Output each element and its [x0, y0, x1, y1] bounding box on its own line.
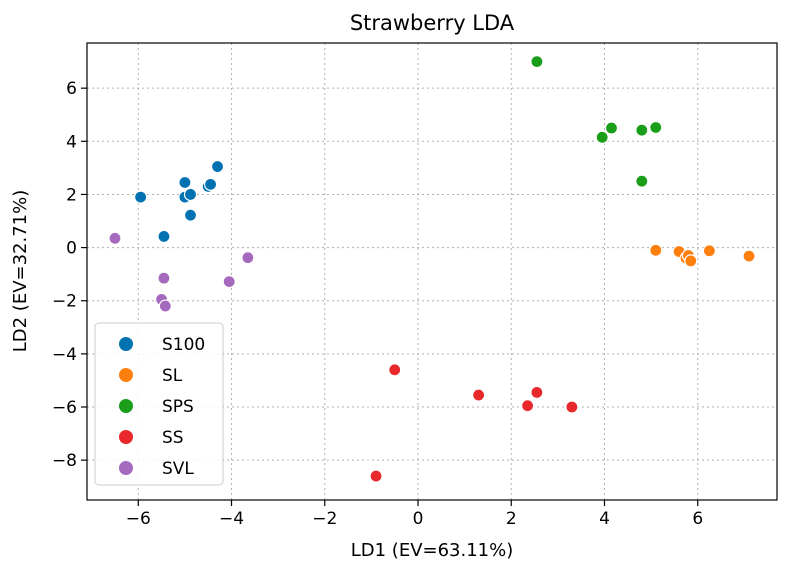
data-point-sps [635, 174, 649, 188]
x-tick-label: 0 [413, 509, 424, 529]
x-tick-label: 2 [506, 509, 517, 529]
data-point-ss [369, 469, 383, 483]
data-point-sps [635, 123, 649, 137]
data-point-svl [157, 271, 171, 285]
legend-marker-s100 [119, 337, 133, 351]
x-axis-label: LD1 (EV=63.11%) [351, 540, 514, 561]
y-axis-label: LD2 (EV=32.71%) [10, 190, 31, 353]
data-point-sl [684, 254, 698, 268]
data-point-ss [520, 399, 535, 413]
plot-frame [86, 42, 778, 501]
legend-label-ss: SS [162, 428, 184, 448]
x-tick-label: −6 [126, 509, 151, 529]
legend: S100 SL SPS SS SVL [94, 322, 224, 486]
data-point-sps [595, 130, 609, 144]
data-point-sl [742, 249, 756, 263]
legend-label-sl: SL [162, 366, 183, 386]
axis-ticks: −6 −4 −2 0 2 4 6 −8 −6 −4 −2 0 2 4 6 [52, 79, 703, 529]
legend-marker-sps [119, 399, 133, 413]
x-tick-label: 4 [599, 509, 610, 529]
x-tick-label: −4 [219, 509, 244, 529]
data-point-s100 [178, 175, 192, 190]
x-tick-label: −2 [312, 509, 337, 529]
grid [87, 43, 777, 500]
data-point-svl [241, 251, 255, 265]
y-tick-label: −8 [52, 451, 77, 471]
y-tick-label: 2 [66, 185, 77, 205]
data-point-s100 [210, 159, 225, 174]
data-point-s100 [203, 177, 218, 191]
y-tick-label: 0 [66, 239, 77, 259]
legend-box [94, 322, 224, 486]
legend-marker-svl [119, 461, 133, 475]
y-tick-label: −2 [52, 292, 77, 312]
data-point-svl [108, 231, 122, 245]
data-point-ss [530, 385, 544, 399]
data-point-s100 [183, 208, 198, 222]
legend-marker-sl [119, 368, 133, 382]
legend-label-s100: S100 [162, 335, 205, 355]
legend-label-svl: SVL [162, 459, 194, 479]
y-tick-label: 6 [66, 79, 77, 99]
data-point-ss [472, 388, 486, 402]
legend-label-sps: SPS [162, 397, 194, 417]
data-point-svl [158, 299, 172, 313]
chart-title: Strawberry LDA [350, 11, 515, 35]
data-point-sl [702, 244, 716, 258]
data-point-sps [649, 120, 663, 135]
data-points [108, 54, 756, 483]
data-point-sl [649, 243, 663, 257]
y-tick-label: −4 [52, 345, 77, 365]
x-tick-label: 6 [692, 509, 703, 529]
data-point-s100 [183, 187, 198, 202]
y-tick-label: −6 [52, 398, 77, 418]
data-point-ss [388, 363, 402, 377]
data-point-ss [565, 400, 579, 414]
data-point-svl [222, 274, 236, 289]
data-point-s100 [134, 190, 148, 204]
y-tick-label: 4 [66, 132, 77, 152]
data-point-sps [530, 54, 544, 69]
data-point-sps [604, 121, 619, 135]
data-point-s100 [157, 229, 171, 244]
legend-marker-ss [119, 430, 133, 444]
